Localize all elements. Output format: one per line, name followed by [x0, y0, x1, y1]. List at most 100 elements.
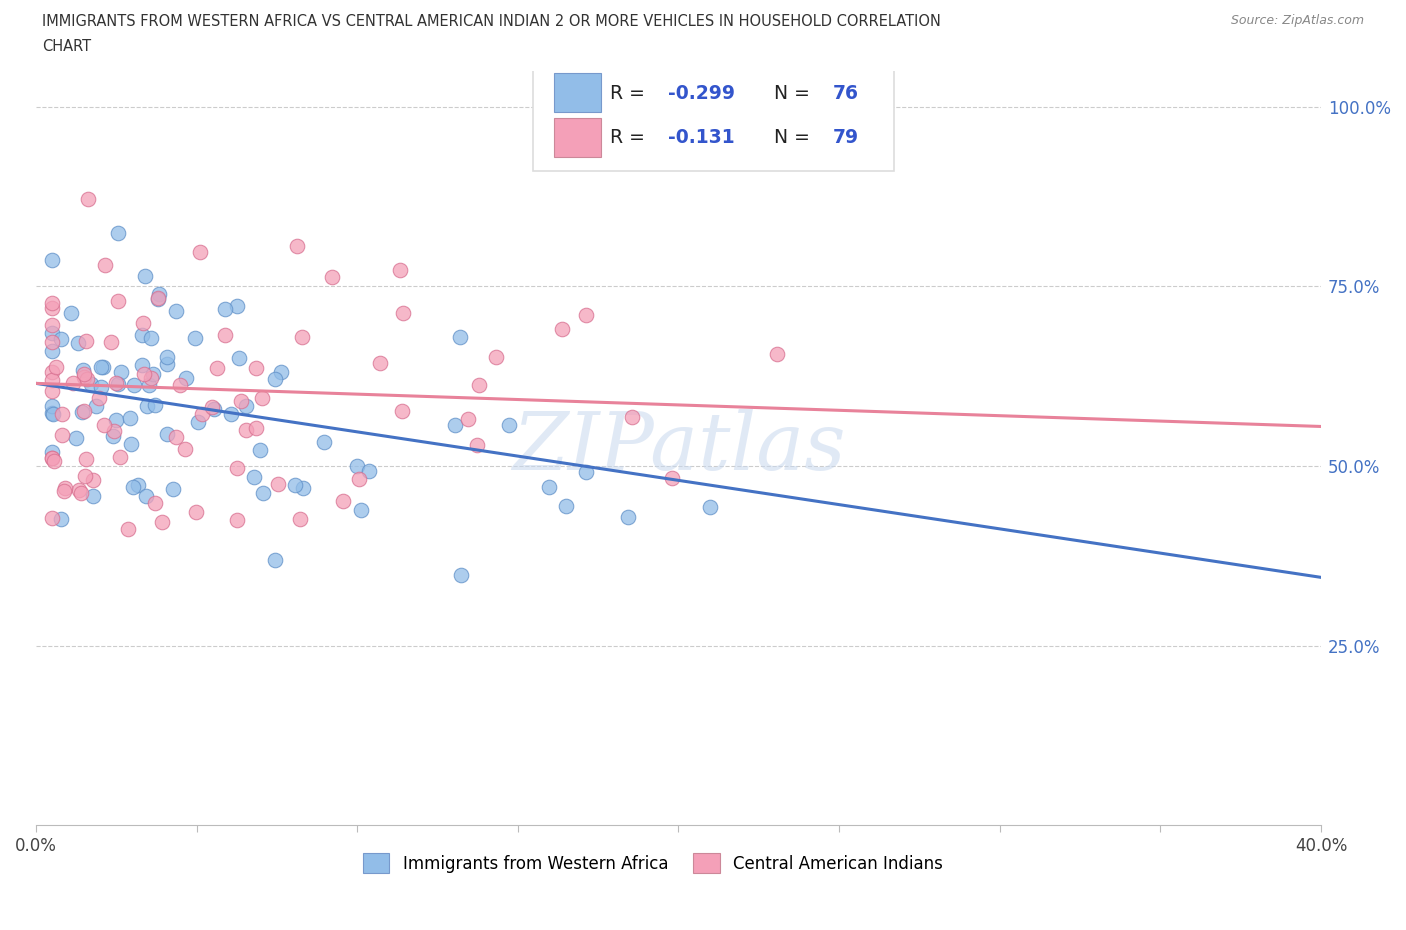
Point — [73, 370, 96, 385]
Text: 76: 76 — [832, 84, 859, 103]
Point — [148, 291, 170, 306]
Text: R =: R = — [610, 127, 657, 147]
Point — [45, 359, 67, 374]
Point — [41, 451, 63, 466]
Text: N =: N = — [762, 84, 815, 103]
Point — [139, 331, 162, 346]
Point — [359, 464, 381, 479]
Point — [94, 258, 117, 272]
Point — [392, 305, 415, 320]
Point — [41, 343, 63, 358]
Text: R =: R = — [610, 84, 651, 103]
Point — [41, 383, 63, 398]
Point — [226, 513, 249, 528]
Point — [288, 512, 311, 526]
Point — [41, 335, 63, 350]
Point — [235, 398, 257, 413]
Point — [105, 376, 128, 391]
Point — [107, 226, 129, 241]
Point — [321, 269, 343, 284]
Point — [621, 409, 644, 424]
Point — [468, 378, 491, 392]
Point — [292, 480, 315, 495]
Point — [87, 391, 110, 405]
Point — [156, 427, 179, 442]
Point — [120, 437, 142, 452]
FancyBboxPatch shape — [533, 58, 894, 171]
Point — [457, 412, 479, 427]
Point — [537, 479, 560, 494]
Point — [41, 365, 63, 379]
Point — [41, 373, 63, 388]
Point — [699, 499, 721, 514]
Text: -0.299: -0.299 — [668, 84, 735, 103]
Point — [332, 494, 354, 509]
Point — [134, 269, 156, 284]
Point — [183, 330, 205, 345]
Point — [617, 510, 640, 525]
Point — [449, 330, 471, 345]
Point — [291, 330, 314, 345]
Point — [42, 406, 65, 421]
Point — [110, 449, 132, 464]
Point — [93, 418, 115, 432]
Point — [103, 424, 125, 439]
Text: Source: ZipAtlas.com: Source: ZipAtlas.com — [1230, 14, 1364, 27]
Point — [156, 350, 179, 365]
Point — [249, 443, 271, 458]
Text: CHART: CHART — [42, 39, 91, 54]
Point — [467, 437, 489, 452]
Point — [228, 351, 250, 365]
Text: IMMIGRANTS FROM WESTERN AFRICA VS CENTRAL AMERICAN INDIAN 2 OR MORE VEHICLES IN : IMMIGRANTS FROM WESTERN AFRICA VS CENTRA… — [42, 14, 941, 29]
Point — [554, 498, 576, 513]
Point — [136, 398, 159, 413]
Point — [391, 403, 413, 418]
Point — [245, 361, 267, 376]
Point — [267, 477, 290, 492]
Point — [51, 428, 73, 443]
Point — [250, 391, 273, 405]
Point — [143, 398, 166, 413]
Point — [60, 305, 83, 320]
Point — [214, 302, 236, 317]
Point — [52, 484, 75, 498]
Point — [188, 245, 211, 259]
Point — [263, 371, 285, 386]
Point — [110, 365, 132, 379]
Text: -0.131: -0.131 — [668, 127, 735, 147]
Point — [76, 371, 98, 386]
Legend: Immigrants from Western Africa, Central American Indians: Immigrants from Western Africa, Central … — [354, 845, 952, 881]
Point — [53, 480, 76, 495]
Point — [766, 347, 789, 362]
Point — [41, 253, 63, 268]
Point — [82, 472, 104, 487]
Point — [202, 401, 225, 416]
Point — [284, 477, 307, 492]
Text: 79: 79 — [832, 127, 859, 147]
Point — [187, 415, 209, 430]
Point — [225, 299, 247, 313]
Point — [575, 308, 598, 323]
Point — [350, 502, 373, 517]
Point — [243, 470, 266, 485]
FancyBboxPatch shape — [554, 117, 602, 157]
Point — [388, 262, 411, 277]
Point — [41, 300, 63, 315]
Point — [346, 458, 368, 473]
Point — [141, 371, 163, 386]
Point — [207, 361, 229, 376]
Point — [41, 511, 63, 525]
Point — [84, 399, 107, 414]
Point — [73, 366, 96, 381]
Point — [229, 394, 252, 409]
Point — [49, 512, 72, 526]
FancyBboxPatch shape — [554, 73, 602, 113]
Point — [82, 488, 104, 503]
Point — [221, 406, 243, 421]
Point — [368, 355, 391, 370]
Point — [169, 378, 191, 392]
Point — [62, 376, 84, 391]
Text: N =: N = — [762, 127, 815, 147]
Point — [107, 294, 129, 309]
Point — [252, 485, 274, 500]
